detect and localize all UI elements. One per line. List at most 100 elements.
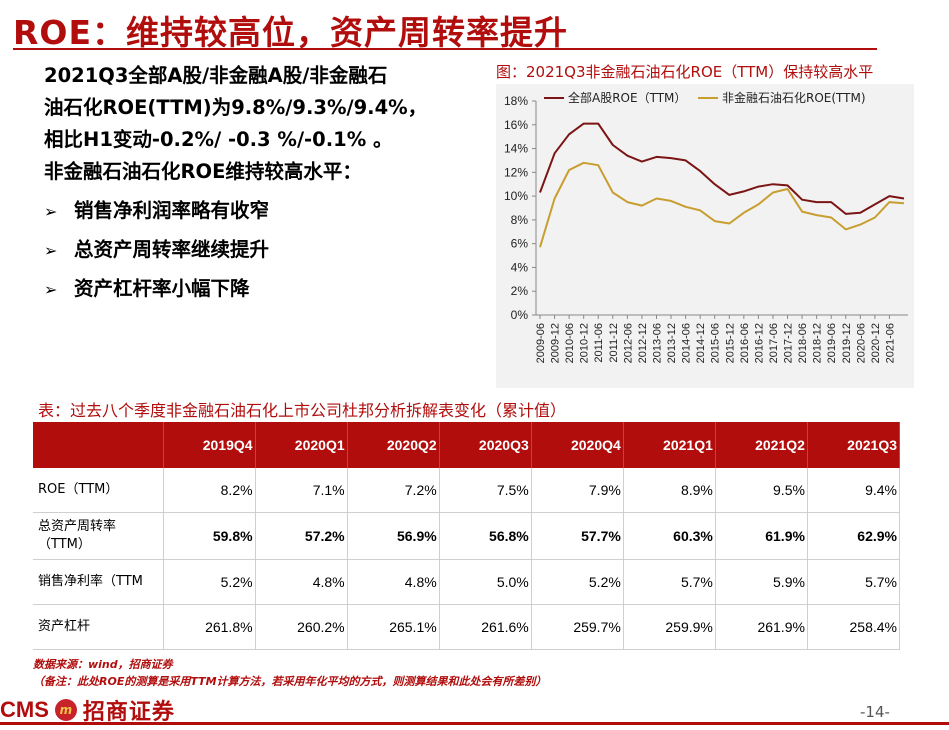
x-tick-label: 2020-12: [870, 323, 882, 363]
table-row: 资产杠杆 261.8% 260.2% 265.1% 261.6% 259.7% …: [33, 604, 901, 650]
column-header: 2019Q4: [163, 422, 256, 468]
legend-label: 非金融石油石化ROE(TTM): [722, 90, 866, 105]
table-header-blank: [33, 422, 164, 468]
y-tick-label: 10%: [504, 189, 528, 203]
y-tick-label: 18%: [504, 94, 528, 108]
table-cell: 56.8%: [439, 512, 532, 560]
row-label: ROE（TTM）: [33, 468, 164, 513]
table-row: 销售净利率（TTM 5.2% 4.8% 4.8% 5.0% 5.2% 5.7% …: [33, 559, 901, 605]
table-cell: 5.7%: [807, 559, 901, 605]
x-tick-label: 2017-12: [783, 323, 795, 363]
table-cell: 62.9%: [807, 512, 901, 560]
x-tick-label: 2012-06: [622, 323, 634, 363]
y-tick-label: 16%: [504, 118, 528, 132]
row-label: 总资产周转率 （TTM）: [33, 512, 164, 560]
table-cell: 5.0%: [439, 559, 532, 605]
x-tick-label: 2014-12: [695, 323, 707, 363]
y-tick-label: 14%: [504, 142, 528, 156]
table-row: 总资产周转率 （TTM） 59.8% 57.2% 56.9% 56.8% 57.7…: [33, 512, 901, 560]
x-tick-label: 2018-06: [797, 323, 809, 363]
x-tick-label: 2013-12: [666, 323, 678, 363]
table-cell: 261.6%: [439, 604, 532, 650]
x-tick-label: 2017-06: [768, 323, 780, 363]
x-tick-label: 2014-06: [681, 323, 693, 363]
bullet-item: ➢ 销售净利润率略有收窄: [44, 194, 269, 223]
table-cell: 8.9%: [623, 468, 716, 513]
table-cell: 57.2%: [255, 512, 348, 560]
data-source-note: 数据来源：wind，招商证券: [33, 658, 173, 671]
column-header: 2020Q4: [531, 422, 624, 468]
y-tick-label: 2%: [511, 284, 529, 298]
summary-line: 2021Q3全部A股/非金融A股/非金融石: [44, 64, 388, 87]
column-header: 2020Q3: [439, 422, 532, 468]
roe-line-chart: 0%2%4%6%8%10%12%14%16%18%2009-06 2009-12 2…: [504, 90, 908, 363]
x-tick-label: 2010-12: [579, 323, 591, 363]
page-number: -14-: [860, 703, 890, 721]
row-label-line: 总资产周转率: [38, 519, 117, 534]
x-tick-label: 2010-06: [564, 323, 576, 363]
row-label: 销售净利率（TTM: [33, 559, 164, 605]
logo-emblem-mark: m: [59, 703, 73, 717]
bullet-arrow-icon: ➢: [44, 280, 58, 299]
series-line-nonfin: [539, 161, 905, 248]
column-header: 2021Q1: [623, 422, 716, 468]
table-cell: 56.9%: [347, 512, 440, 560]
table-row: ROE（TTM） 8.2% 7.1% 7.2% 7.5% 7.9% 8.9% 9…: [33, 468, 901, 513]
chart-title: 图：2021Q3非金融石油石化ROE（TTM）保持较高水平: [496, 63, 874, 81]
column-header: 2020Q2: [347, 422, 440, 468]
column-header: 2020Q1: [255, 422, 348, 468]
table-cell: 261.8%: [163, 604, 256, 650]
table-title: 表：过去八个季度非金融石油石化上市公司杜邦分析拆解表变化（累计值）: [38, 401, 567, 420]
footer-divider: [0, 722, 949, 725]
y-tick-label: 0%: [511, 308, 529, 322]
x-tick-label: 2011-06: [593, 323, 605, 363]
bullet-text: 资产杠杆率小幅下降: [74, 277, 250, 300]
table-cell: 261.9%: [715, 604, 808, 650]
row-label-line: （TTM）: [38, 537, 91, 552]
row-label: 资产杠杆: [33, 604, 164, 650]
bullet-text: 总资产周转率继续提升: [74, 238, 270, 261]
table-cell: 260.2%: [255, 604, 348, 650]
x-tick-label: 2016-12: [753, 323, 765, 363]
table-cell: 259.9%: [623, 604, 716, 650]
x-tick-label: 2013-06: [651, 323, 663, 363]
x-tick-label: 2009-06: [535, 323, 547, 363]
table-cell: 5.9%: [715, 559, 808, 605]
x-tick-label: 2020-06: [855, 323, 867, 363]
y-tick-label: 8%: [511, 213, 529, 227]
remark-note: （备注：此处ROE的测算是采用TTM计算方法，若采用年化平均的方式，则测算结果和…: [33, 675, 547, 688]
page-title: ROE：维持较高位，资产周转率提升: [13, 13, 569, 52]
x-tick-label: 2011-12: [608, 323, 620, 363]
bullet-text: 销售净利润率略有收窄: [74, 199, 270, 222]
company-logo: CMS m 招商证券: [0, 694, 175, 726]
logo-latin: CMS: [0, 697, 49, 722]
table-cell: 59.8%: [163, 512, 256, 560]
x-tick-label: 2019-06: [826, 323, 838, 363]
chart-panel: 0% 2% 4% 6% 8% 10% 12% 14% 16% 18% 2009-06 2009-12 2…: [496, 84, 914, 388]
table-cell: 265.1%: [347, 604, 440, 650]
x-tick-label: 2012-12: [637, 323, 649, 363]
x-tick-label: 2009-12: [550, 323, 562, 363]
table-cell: 61.9%: [715, 512, 808, 560]
bullet-arrow-icon: ➢: [44, 241, 58, 260]
table-cell: 5.2%: [531, 559, 624, 605]
table-cell: 7.2%: [347, 468, 440, 513]
table-cell: 7.9%: [531, 468, 624, 513]
x-tick-label: 2018-12: [812, 323, 824, 363]
bullet-item: ➢ 资产杠杆率小幅下降: [44, 272, 250, 301]
table-cell: 8.2%: [163, 468, 256, 513]
x-tick-label: 2016-06: [739, 323, 751, 363]
table-cell: 7.5%: [439, 468, 532, 513]
summary-line: 非金融石油石化ROE维持较高水平：: [44, 160, 362, 183]
y-tick-label: 4%: [511, 260, 529, 274]
y-tick-label: 6%: [511, 237, 529, 251]
bullet-arrow-icon: ➢: [44, 202, 58, 221]
table-cell: 259.7%: [531, 604, 624, 650]
series-line-all-a: [539, 122, 905, 215]
x-tick-label: 2019-12: [841, 323, 853, 363]
table-header-row: 2019Q4 2020Q1 2020Q2 2020Q3 2020Q4 2021Q…: [33, 422, 901, 468]
table-cell: 258.4%: [807, 604, 901, 650]
x-tick-label: 2021-06: [884, 323, 896, 363]
x-tick-label: 2015-12: [724, 323, 736, 363]
table-cell: 4.8%: [255, 559, 348, 605]
